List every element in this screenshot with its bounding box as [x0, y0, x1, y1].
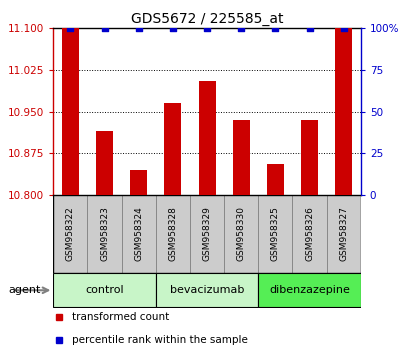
Bar	[62, 28, 79, 195]
Point	[339, 25, 346, 31]
Bar	[334, 28, 351, 195]
Bar	[155, 273, 258, 307]
Bar	[53, 195, 87, 273]
Bar	[266, 164, 283, 195]
Point	[237, 25, 244, 31]
Bar	[130, 170, 147, 195]
Point	[67, 25, 74, 31]
Bar	[300, 120, 317, 195]
Bar	[224, 195, 258, 273]
Text: GSM958323: GSM958323	[100, 206, 109, 261]
Bar	[326, 195, 360, 273]
Bar	[164, 103, 181, 195]
Bar	[189, 195, 224, 273]
Point	[203, 25, 210, 31]
Bar	[198, 81, 215, 195]
Bar	[96, 131, 113, 195]
Bar	[53, 273, 155, 307]
Text: GSM958325: GSM958325	[270, 206, 279, 261]
Text: dibenzazepine: dibenzazepine	[268, 285, 349, 295]
Point	[272, 25, 278, 31]
Text: GSM958326: GSM958326	[304, 206, 313, 261]
Point	[101, 25, 108, 31]
Text: GSM958330: GSM958330	[236, 206, 245, 261]
Bar	[292, 195, 326, 273]
Point	[135, 25, 142, 31]
Text: GSM958324: GSM958324	[134, 206, 143, 261]
Text: GSM958327: GSM958327	[338, 206, 347, 261]
Bar	[232, 120, 249, 195]
Text: GSM958329: GSM958329	[202, 206, 211, 261]
Text: transformed count: transformed count	[72, 312, 169, 322]
Bar	[87, 195, 121, 273]
Text: control: control	[85, 285, 124, 295]
Text: bevacizumab: bevacizumab	[169, 285, 244, 295]
Bar	[121, 195, 155, 273]
Text: GSM958322: GSM958322	[66, 206, 75, 261]
Title: GDS5672 / 225585_at: GDS5672 / 225585_at	[130, 12, 283, 26]
Point	[169, 25, 176, 31]
Bar	[258, 273, 360, 307]
Text: GSM958328: GSM958328	[168, 206, 177, 261]
Bar	[258, 195, 292, 273]
Bar	[155, 195, 189, 273]
Point	[306, 25, 312, 31]
Text: agent: agent	[8, 285, 40, 295]
Text: percentile rank within the sample: percentile rank within the sample	[72, 335, 247, 346]
